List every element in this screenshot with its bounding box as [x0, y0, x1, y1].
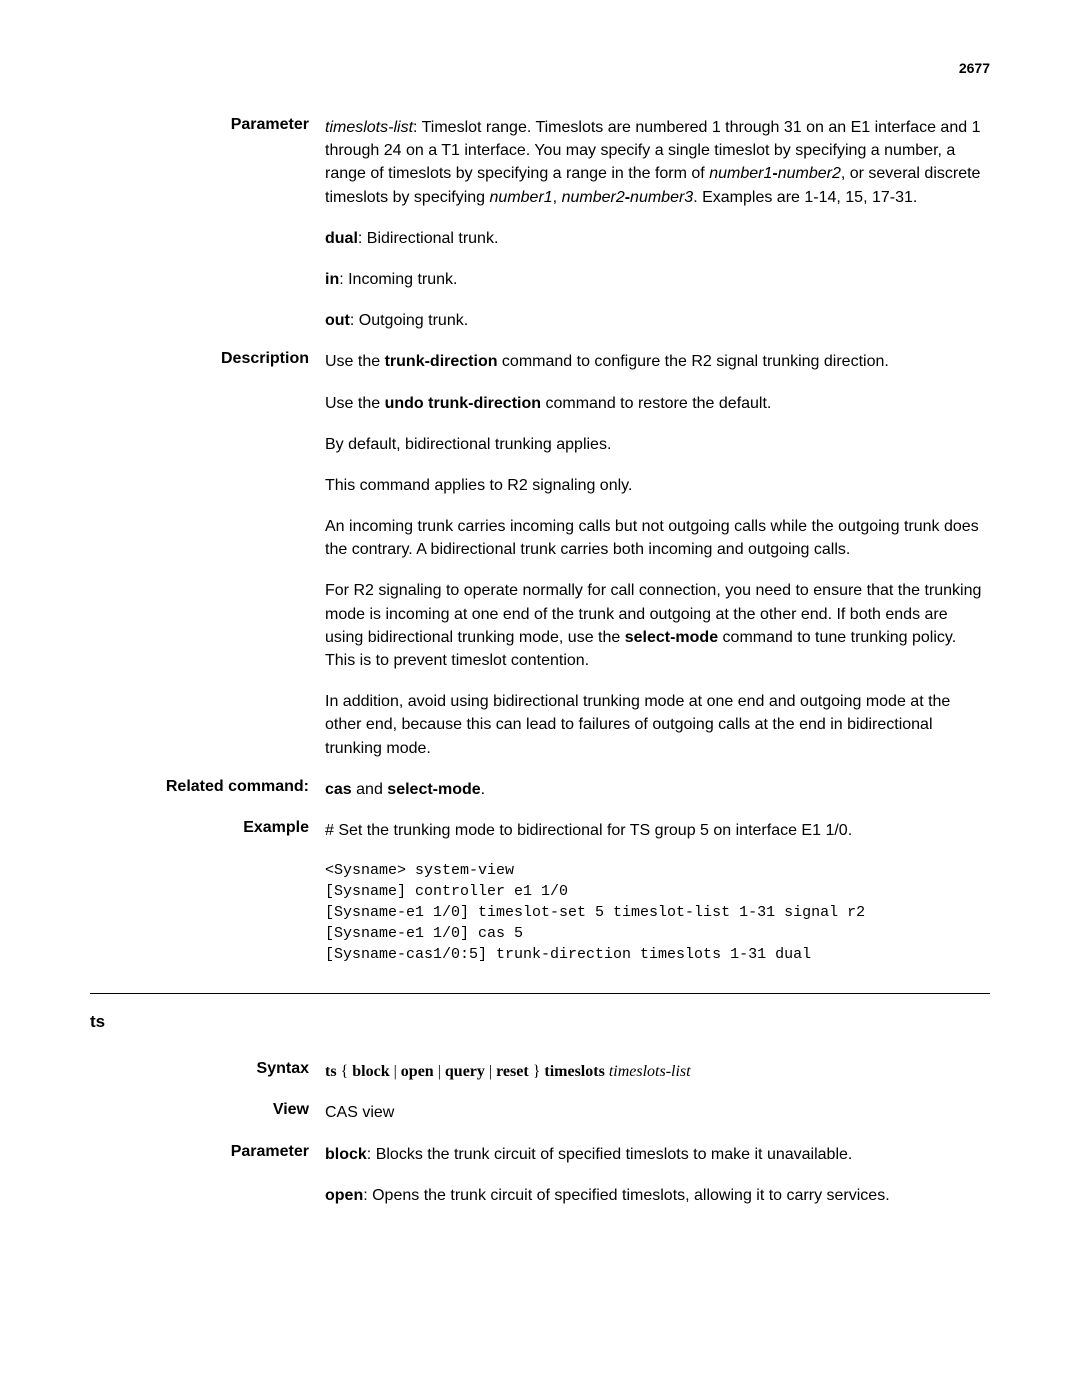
text-run: block	[352, 1063, 389, 1080]
text-run: Use the	[325, 395, 385, 412]
entry: Related command:cas and select-mode.	[90, 778, 990, 801]
text-run: number1	[490, 189, 553, 206]
paragraph: open: Opens the trunk circuit of specifi…	[325, 1184, 990, 1207]
text-run: number3	[630, 189, 693, 206]
paragraph: ts { block | open | query | reset } time…	[325, 1060, 990, 1083]
entry: Syntaxts { block | open | query | reset …	[90, 1060, 990, 1083]
text-run: timeslots-list	[609, 1063, 691, 1080]
entry: ViewCAS view	[90, 1101, 990, 1124]
paragraph: cas and select-mode.	[325, 778, 990, 801]
text-run: out	[325, 312, 350, 329]
text-run: # Set the trunking mode to bidirectional…	[325, 822, 852, 839]
paragraph: timeslots-list: Timeslot range. Timeslot…	[325, 116, 990, 209]
text-run: |	[485, 1063, 496, 1080]
divider	[90, 993, 990, 994]
entry: Parameterblock: Blocks the trunk circuit…	[90, 1143, 990, 1207]
text-run: . Examples are 1-14, 15, 17-31.	[693, 189, 917, 206]
text-run: CAS view	[325, 1104, 394, 1121]
text-run: Use the	[325, 353, 385, 370]
text-run: timeslots	[544, 1063, 604, 1080]
paragraph: This command applies to R2 signaling onl…	[325, 474, 990, 497]
text-run: number1	[709, 165, 772, 182]
paragraph: By default, bidirectional trunking appli…	[325, 433, 990, 456]
text-run: number2	[562, 189, 625, 206]
entry: DescriptionUse the trunk-direction comma…	[90, 350, 990, 759]
text-run: }	[529, 1063, 545, 1080]
text-run: In addition, avoid using bidirectional t…	[325, 693, 950, 756]
text-run: number2	[778, 165, 841, 182]
text-run: By default, bidirectional trunking appli…	[325, 436, 611, 453]
text-run: select-mode	[625, 629, 718, 646]
entry: Example# Set the trunking mode to bidire…	[90, 819, 990, 965]
entry-content: timeslots-list: Timeslot range. Timeslot…	[325, 116, 990, 332]
text-run: open	[325, 1187, 363, 1204]
text-run: open	[401, 1063, 434, 1080]
text-run: ,	[553, 189, 562, 206]
paragraph: dual: Bidirectional trunk.	[325, 227, 990, 250]
text-run: undo trunk-direction	[385, 395, 541, 412]
text-run: {	[337, 1063, 353, 1080]
text-run: : Bidirectional trunk.	[358, 230, 499, 247]
text-run: |	[390, 1063, 401, 1080]
text-run: cas	[325, 781, 352, 798]
text-run: ts	[325, 1063, 337, 1080]
entry-content: Use the trunk-direction command to confi…	[325, 350, 990, 759]
entry-content: CAS view	[325, 1101, 990, 1124]
entry-content: block: Blocks the trunk circuit of speci…	[325, 1143, 990, 1207]
text-run: This command applies to R2 signaling onl…	[325, 477, 632, 494]
entry-label: View	[90, 1101, 325, 1124]
paragraph: An incoming trunk carries incoming calls…	[325, 515, 990, 561]
text-run: timeslots-list	[325, 119, 413, 136]
entry-label: Related command:	[90, 778, 325, 801]
section-list: Parametertimeslots-list: Timeslot range.…	[90, 116, 990, 965]
paragraph: # Set the trunking mode to bidirectional…	[325, 819, 990, 842]
text-run: command to restore the default.	[541, 395, 771, 412]
entry-label: Syntax	[90, 1060, 325, 1083]
text-run: query	[445, 1063, 485, 1080]
entry-label: Parameter	[90, 1143, 325, 1207]
text-run: dual	[325, 230, 358, 247]
code-block: <Sysname> system-view [Sysname] controll…	[325, 860, 990, 965]
text-run: An incoming trunk carries incoming calls…	[325, 518, 979, 558]
text-run: block	[325, 1146, 367, 1163]
text-run: in	[325, 271, 339, 288]
text-run: command to configure the R2 signal trunk…	[497, 353, 888, 370]
text-run: : Outgoing trunk.	[350, 312, 468, 329]
paragraph: In addition, avoid using bidirectional t…	[325, 690, 990, 760]
page-number: 2677	[90, 60, 990, 76]
entry-content: ts { block | open | query | reset } time…	[325, 1060, 990, 1083]
paragraph: For R2 signaling to operate normally for…	[325, 579, 990, 672]
paragraph: Use the trunk-direction command to confi…	[325, 350, 990, 373]
entry-label: Example	[90, 819, 325, 965]
entry: Parametertimeslots-list: Timeslot range.…	[90, 116, 990, 332]
entry-label: Description	[90, 350, 325, 759]
paragraph: in: Incoming trunk.	[325, 268, 990, 291]
text-run: : Blocks the trunk circuit of specified …	[367, 1146, 853, 1163]
text-run: reset	[496, 1063, 529, 1080]
text-run: : Incoming trunk.	[339, 271, 457, 288]
text-run: |	[434, 1063, 445, 1080]
entry-content: cas and select-mode.	[325, 778, 990, 801]
section-list: Syntaxts { block | open | query | reset …	[90, 1060, 990, 1207]
paragraph: Use the undo trunk-direction command to …	[325, 392, 990, 415]
paragraph: out: Outgoing trunk.	[325, 309, 990, 332]
entry-label: Parameter	[90, 116, 325, 332]
command-title: ts	[90, 1012, 990, 1032]
text-run: trunk-direction	[385, 353, 498, 370]
text-run: and	[352, 781, 388, 798]
entry-content: # Set the trunking mode to bidirectional…	[325, 819, 990, 965]
page: 2677 Parametertimeslots-list: Timeslot r…	[0, 0, 1080, 1285]
text-run: select-mode	[387, 781, 480, 798]
text-run: : Opens the trunk circuit of specified t…	[363, 1187, 889, 1204]
paragraph: CAS view	[325, 1101, 990, 1124]
paragraph: block: Blocks the trunk circuit of speci…	[325, 1143, 990, 1166]
text-run: .	[481, 781, 485, 798]
